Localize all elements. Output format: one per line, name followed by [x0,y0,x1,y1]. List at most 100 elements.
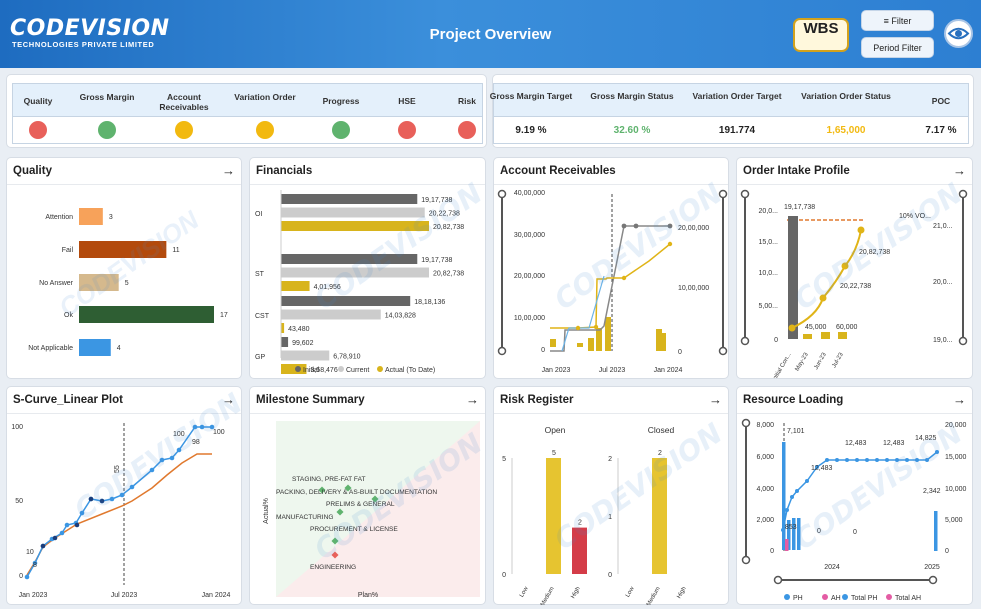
metric-value-1: 32.60 % [613,125,651,136]
arrow-right-icon[interactable]: → [222,392,235,407]
scurve-point [159,457,165,463]
financials-value-label: 99,602 [292,340,314,347]
order-intake-left-tick: 5,00... [759,303,779,310]
arrow-right-icon[interactable]: → [466,392,479,407]
financials-category-label: CST [255,313,270,320]
company-logo-subtitle: TECHNOLOGIES PRIVATE LIMITED [12,40,155,49]
financials-chart: OI 19,17,738 20,22,738 20,82,738 ST 19,17,738… [255,190,464,374]
financials-value-label: 18,18,136 [414,299,445,306]
resource-legend-label: Total AH [895,595,921,602]
milestone-chart: Actual% Plan% STAGING, PRE-FAT FAT PACKING,… [263,421,480,599]
eye-icon[interactable] [944,19,973,48]
resource-bar [785,539,789,551]
period-filter-button[interactable]: Period Filter [861,37,934,58]
resource-point [805,479,809,483]
scurve-point [52,535,58,541]
order-intake-left-tick: 15,0... [759,239,779,246]
scrollbar-handle [928,575,938,585]
order-intake-line-label: 20,22,738 [840,283,871,290]
order-intake-bar [803,334,812,339]
metric-value-3: 1,65,000 [826,125,866,136]
risk-x-label: Medium [540,586,556,605]
financials-bar [281,350,330,361]
receivables-left-tick: 20,00,000 [514,273,545,280]
resource-right-tick: 20,000 [945,422,967,429]
quality-value-label: 4 [117,345,121,352]
scurve-point [74,522,80,528]
resource-label: 2,342 [923,488,941,495]
resource-point [815,465,819,469]
scrollbar-handle [773,575,783,585]
risk-panel: Risk Register → Open 5 0 Low Medium 5 High 2 Clo… [493,386,729,605]
scurve-y-tick: 50 [15,498,23,505]
status-dot-3 [256,121,274,139]
risk-group-title: Open [545,425,566,435]
resource-point [895,458,899,462]
financials-bar [281,281,310,291]
resource-point [935,450,939,454]
scrollbar-handle [740,336,750,346]
status-header-row [12,83,483,117]
scurve-x-tick: Jul 2023 [111,592,138,599]
financials-legend-label: Actual (To Date) [385,367,435,374]
scurve-point [129,484,135,490]
financials-bar [281,323,285,333]
financials-value-label: 20,82,738 [433,224,464,231]
arrow-right-icon[interactable]: → [222,163,235,178]
watermark-text: CODEVISION [53,204,205,323]
milestone-marker [318,486,326,494]
resource-x-tick: 2025 [924,564,940,571]
milestone-title: Milestone Summary [256,394,365,406]
resource-legend-dot [822,594,828,600]
quality-value-label: 3 [109,214,113,221]
resource-left-tick: 6,000 [756,454,774,461]
milestone-marker [336,508,344,516]
scrollbar-handle [740,189,750,199]
filter-button[interactable]: ≡ Filter [861,10,934,31]
resource-left-tick: 0 [770,548,774,555]
scurve-y-tick: 0 [19,573,23,580]
quality-chart: Attention 3 Fail 11 No Answer 5 Ok 17 Not Applic… [28,204,228,356]
milestone-label: MANUFACTURING [276,514,334,521]
resource-label: 7,101 [787,428,805,435]
resource-bar [787,520,791,550]
resource-chart: 8,000 6,000 4,000 2,000 0 20,000 15,000 10,000 5… [741,418,967,602]
milestone-x-label: Plan% [358,592,378,599]
order-intake-bar [788,216,798,339]
filter-icon: ≡ [883,16,889,26]
wbs-button[interactable]: WBS [793,18,849,52]
order-intake-bar-label: 45,000 [805,324,827,331]
receivables-panel: Account Receivables 40,00,000 30,00,000 20… [493,157,729,379]
metric-header-4: POC [931,96,951,106]
arrow-right-icon[interactable]: → [709,392,722,407]
receivables-bar [660,333,666,351]
arrow-right-icon[interactable]: → [953,163,966,178]
receivables-point [593,324,599,330]
scurve-point [32,560,38,566]
financials-bar [281,254,418,264]
status-dot-4 [332,121,350,139]
arrow-right-icon[interactable]: → [953,392,966,407]
company-logo: CODEVISION [10,16,170,41]
financials-value-label: 20,82,738 [433,271,464,278]
resource-right-tick: 0 [945,548,949,555]
financials-bar [281,194,418,204]
financials-value-label: 20,22,738 [429,211,460,218]
status-dot-2 [175,121,193,139]
risk-bar [546,458,561,574]
resource-label: 14,825 [915,435,937,442]
financials-bar [281,364,307,374]
order-intake-point [819,294,827,302]
risk-title: Risk Register [500,394,574,406]
scurve-point [64,522,70,528]
status-header-0: Quality [23,96,53,106]
status-dot-5 [398,121,416,139]
scurve-point [176,447,182,453]
scrollbar-handle [741,418,751,428]
resource-point [885,458,889,462]
status-header-2: Account Receivables [159,92,209,112]
order-intake-point [857,226,865,234]
scurve-label: 100 [173,431,185,438]
order-intake-line-label: 20,82,738 [859,249,890,256]
receivables-bar [588,338,594,351]
